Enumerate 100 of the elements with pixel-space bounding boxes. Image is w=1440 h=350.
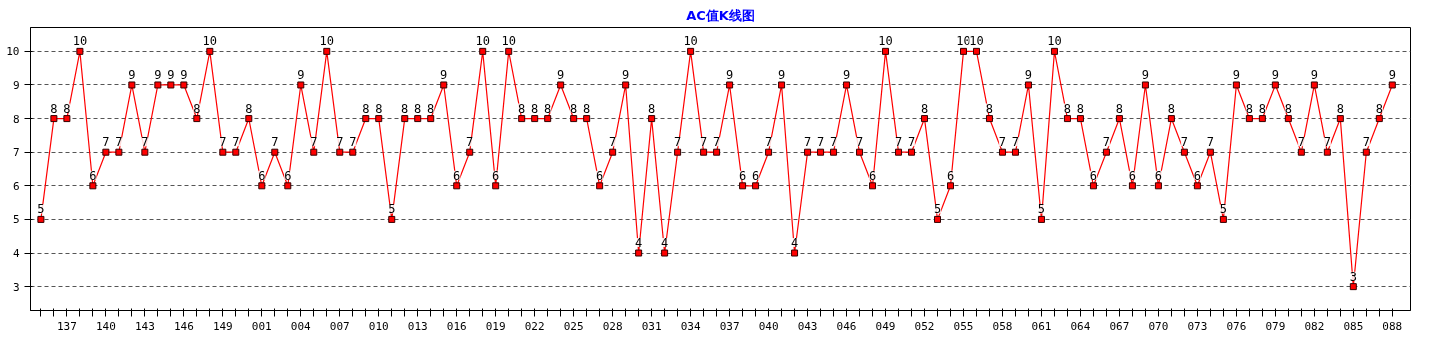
data-label: 9 [1024, 67, 1033, 82]
data-label: 7 [1180, 135, 1189, 150]
x-tick-label: 043 [797, 319, 818, 333]
data-label: 6 [1128, 168, 1137, 183]
x-tick-label: 073 [1187, 319, 1208, 333]
y-tick-label: 10 [6, 45, 20, 59]
y-tick-label: 8 [12, 112, 20, 126]
x-tick-label: 019 [485, 319, 506, 333]
data-label: 7 [1206, 135, 1215, 150]
y-tick-label: 9 [12, 78, 20, 92]
data-label: 9 [842, 67, 851, 82]
data-label: 8 [1375, 101, 1383, 116]
data-label: 6 [89, 168, 97, 183]
data-label: 8 [427, 101, 435, 116]
data-label: 8 [1284, 101, 1292, 116]
x-tick-label: 070 [1148, 319, 1169, 333]
data-label: 7 [102, 135, 110, 150]
data-label: 8 [1115, 101, 1124, 116]
x-tick-label: 064 [1070, 319, 1091, 333]
x-tick-label: 146 [173, 319, 194, 333]
data-label: 8 [531, 101, 539, 116]
data-label: 8 [583, 101, 591, 116]
data-label: 6 [1154, 168, 1163, 183]
x-tick-label: 067 [1109, 319, 1130, 333]
data-label: 7 [1323, 135, 1331, 150]
y-tick-label: 7 [12, 146, 20, 160]
x-tick-label: 079 [1265, 319, 1286, 333]
x-tick-label: 082 [1304, 319, 1325, 333]
x-tick-label: 025 [563, 319, 584, 333]
data-label: 7 [764, 135, 773, 150]
data-label: 9 [1310, 67, 1318, 82]
data-label: 3 [1349, 269, 1357, 284]
x-tick-label: 058 [992, 319, 1013, 333]
x-tick-label: 001 [251, 319, 272, 333]
x-tick-label: 140 [95, 319, 116, 333]
data-label: 7 [829, 135, 838, 150]
data-label: 7 [894, 135, 903, 150]
data-label: 4 [635, 236, 643, 251]
data-label: 8 [414, 101, 422, 116]
data-label: 6 [258, 168, 266, 183]
data-label: 9 [440, 67, 448, 82]
data-label: 7 [700, 135, 708, 150]
data-label: 9 [167, 67, 175, 82]
data-label: 9 [622, 67, 630, 82]
data-label: 10 [683, 34, 698, 49]
data-label: 7 [803, 135, 812, 150]
data-label: 10 [878, 34, 893, 49]
data-label: 10 [202, 34, 218, 49]
data-label: 10 [475, 34, 490, 49]
data-label: 7 [712, 135, 721, 150]
data-label: 8 [1336, 101, 1344, 116]
data-label: 7 [141, 135, 149, 150]
data-label: 7 [907, 135, 916, 150]
data-label: 8 [1167, 101, 1176, 116]
data-label: 9 [725, 67, 734, 82]
data-label: 8 [518, 101, 526, 116]
x-tick-label: 031 [641, 319, 662, 333]
x-tick-label: 137 [56, 319, 77, 333]
x-tick-label: 061 [1031, 319, 1052, 333]
data-label: 5 [37, 202, 45, 217]
data-label: 8 [1076, 101, 1085, 116]
data-label: 7 [271, 135, 279, 150]
data-label: 5 [1037, 202, 1046, 217]
data-label: 7 [816, 135, 825, 150]
data-label: 7 [115, 135, 123, 150]
data-label: 4 [790, 236, 799, 251]
data-label: 7 [1362, 135, 1370, 150]
data-label: 8 [375, 101, 383, 116]
y-tick-label: 5 [12, 213, 20, 227]
x-tick-label: 046 [836, 319, 857, 333]
x-tick-label: 076 [1226, 319, 1247, 333]
x-tick-label: 037 [719, 319, 740, 333]
data-label: 8 [1258, 101, 1266, 116]
x-tick-label: 149 [212, 319, 233, 333]
x-tick-label: 022 [524, 319, 545, 333]
x-tick-label: 028 [602, 319, 623, 333]
data-label: 6 [868, 168, 877, 183]
data-label: 9 [777, 67, 786, 82]
data-label: 9 [297, 67, 305, 82]
data-label: 6 [946, 168, 955, 183]
data-label: 9 [1271, 67, 1279, 82]
chart-title: AC值K线图 [686, 7, 755, 23]
data-label: 8 [362, 101, 370, 116]
x-tick-label: 016 [446, 319, 467, 333]
data-label: 9 [1232, 67, 1240, 82]
data-label: 7 [466, 135, 474, 150]
data-label: 8 [50, 101, 58, 116]
x-tick-label: 004 [290, 319, 312, 333]
x-tick-label: 143 [134, 319, 155, 333]
data-label: 7 [336, 135, 344, 150]
data-label: 9 [180, 67, 188, 82]
data-label: 10 [956, 34, 971, 49]
x-tick-label: 052 [914, 319, 935, 333]
y-tick-label: 6 [12, 179, 20, 193]
data-label: 7 [998, 135, 1007, 150]
data-label: 9 [557, 67, 565, 82]
data-label: 7 [855, 135, 864, 150]
x-tick-label: 010 [368, 319, 389, 333]
x-tick-label: 007 [329, 319, 350, 333]
x-tick-label: 034 [680, 319, 701, 333]
